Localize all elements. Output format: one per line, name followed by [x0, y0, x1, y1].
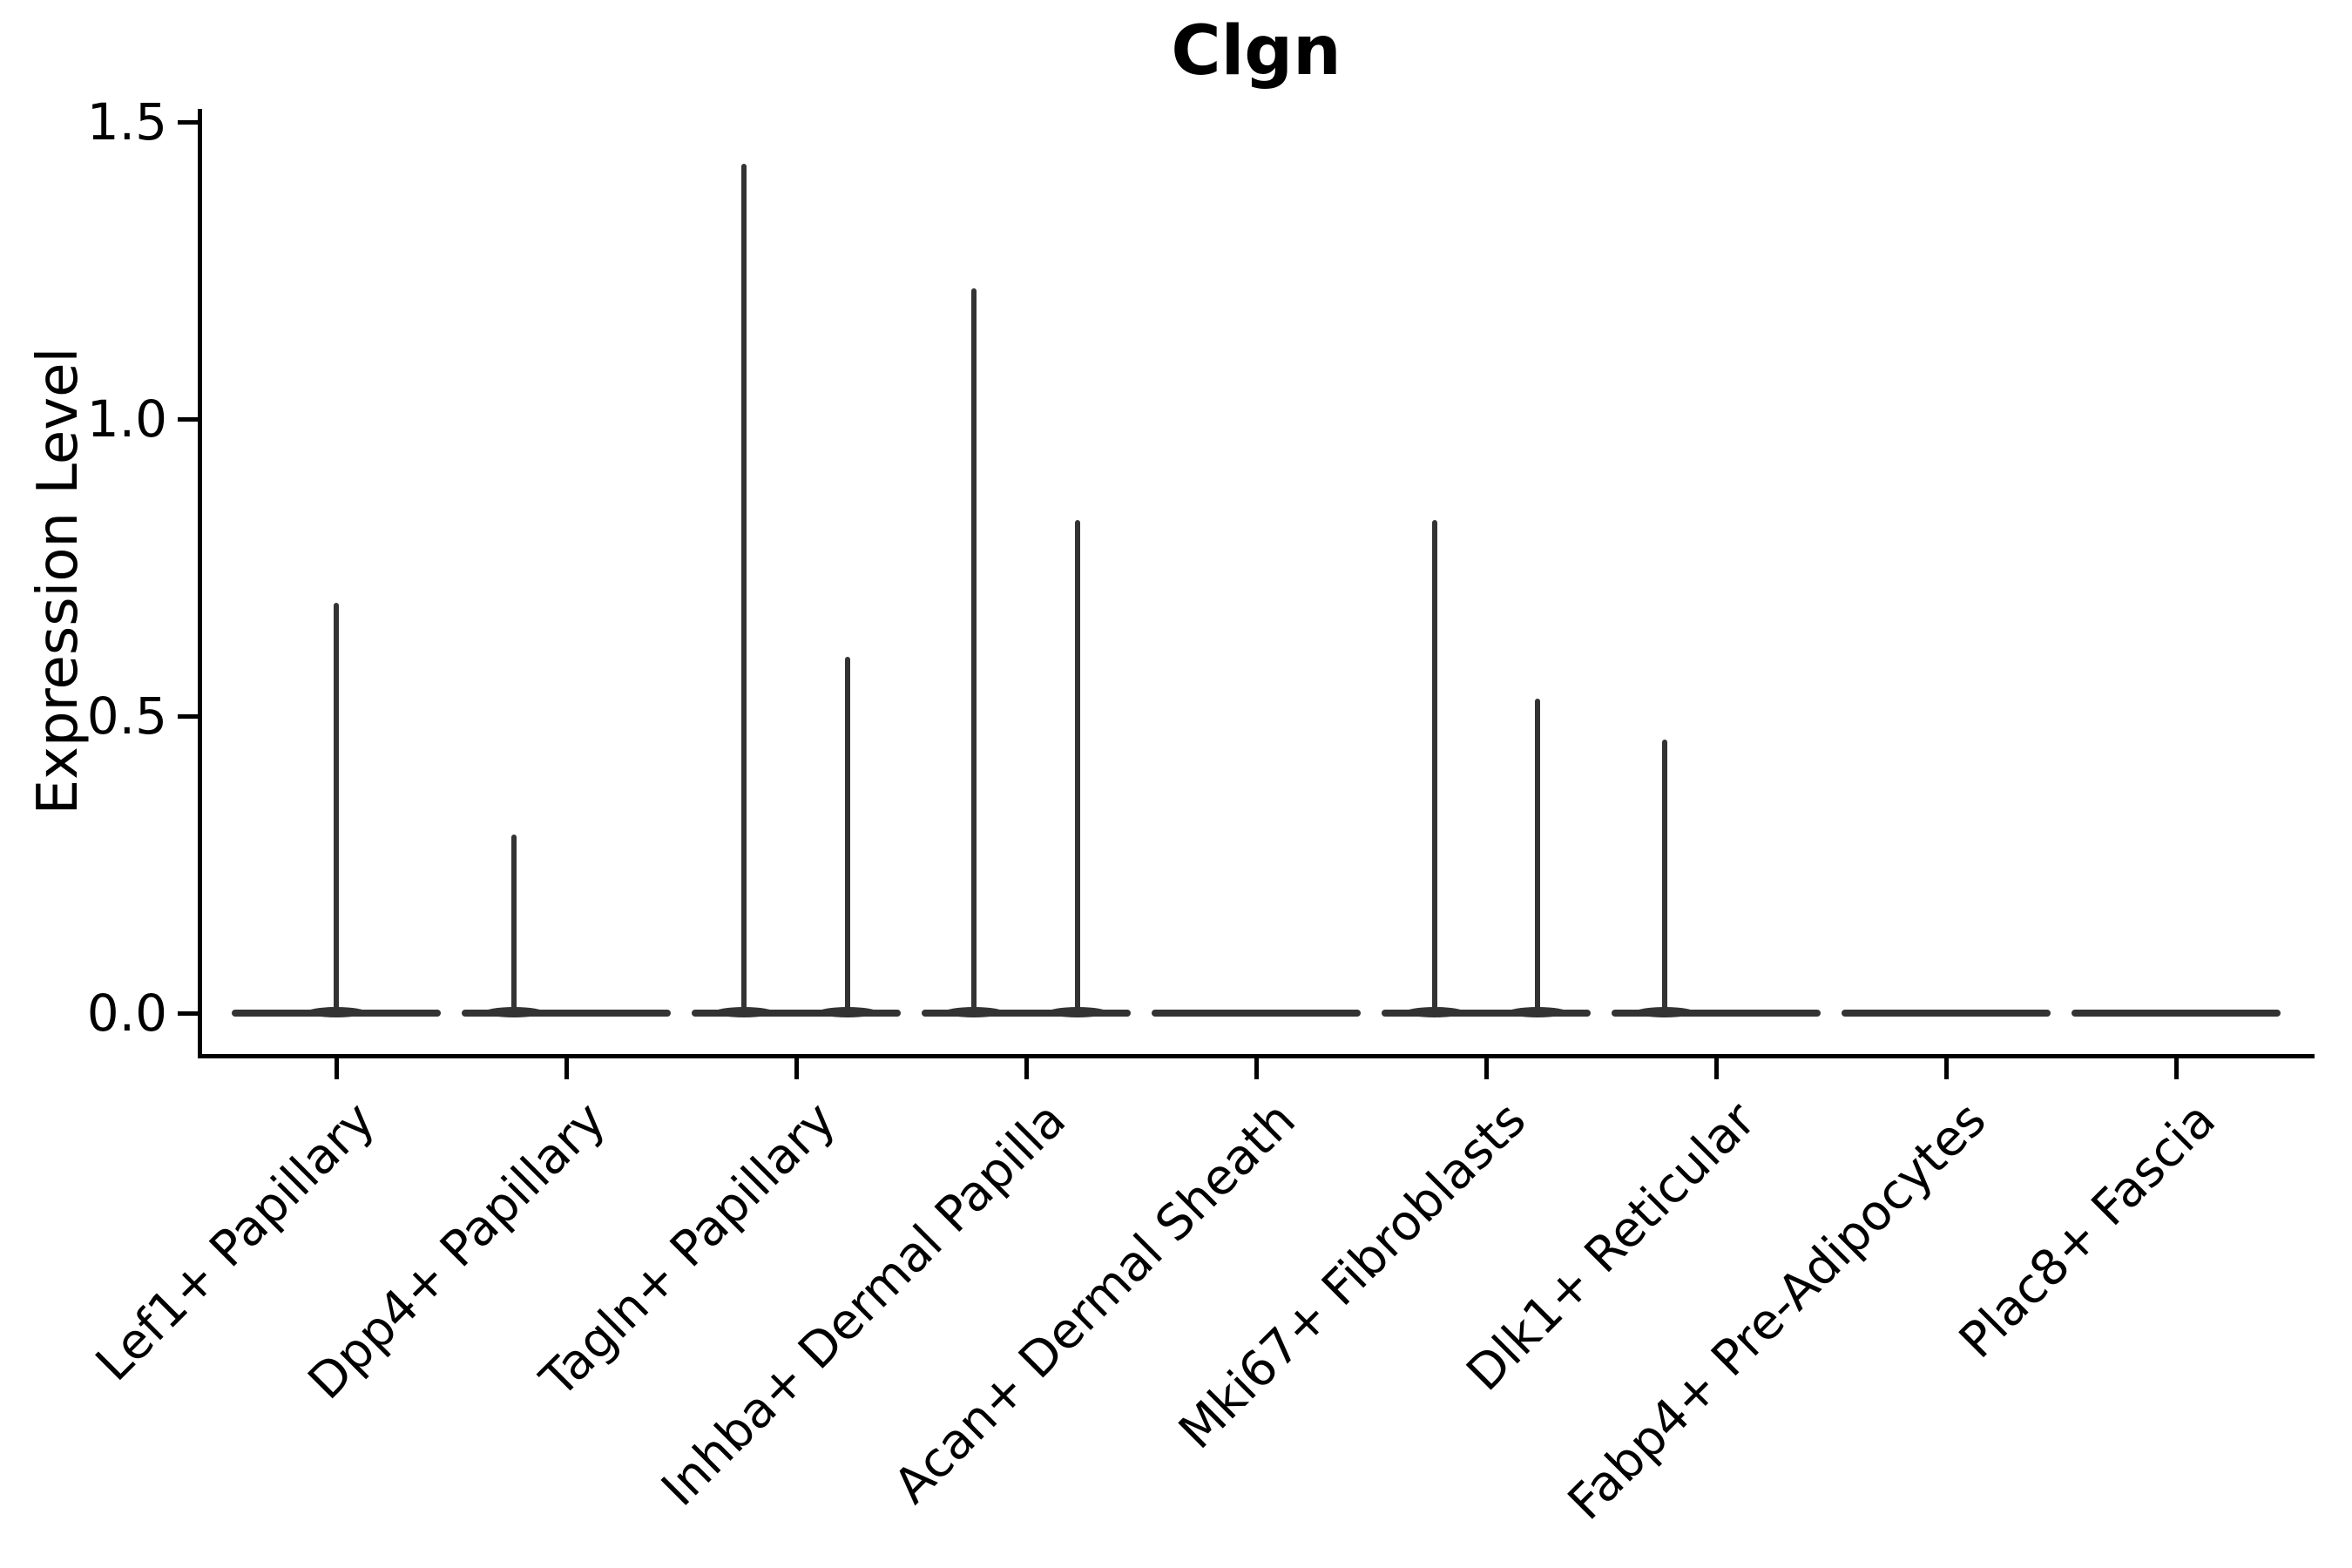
violin-baseline — [691, 1010, 901, 1017]
x-tick — [334, 1058, 339, 1079]
x-tick — [1254, 1058, 1259, 1079]
violin-baseline — [1382, 1010, 1591, 1017]
y-tick-label: 0.5 — [86, 686, 167, 746]
x-tick — [1484, 1058, 1489, 1079]
violin-base-hump — [714, 1007, 774, 1017]
violin-baseline — [461, 1010, 671, 1017]
violin-baseline — [1612, 1010, 1821, 1017]
chart-title: Clgn — [1171, 12, 1342, 91]
violin-spike — [1075, 519, 1081, 1017]
x-tick — [564, 1058, 569, 1079]
x-tick — [1024, 1058, 1029, 1079]
y-tick — [178, 714, 198, 719]
y-tick — [178, 417, 198, 422]
y-tick-label: 0.0 — [86, 983, 167, 1043]
violin-base-hump — [1404, 1007, 1464, 1017]
violin-spike — [1535, 698, 1541, 1017]
violin-baseline — [1151, 1010, 1361, 1017]
violin-base-hump — [944, 1007, 1004, 1017]
y-tick — [178, 120, 198, 125]
violin-spike — [1661, 740, 1667, 1017]
violin-spike — [845, 656, 851, 1017]
y-tick-label: 1.5 — [86, 92, 167, 152]
y-tick — [178, 1011, 198, 1016]
x-tick-label: Fabp4+ Pre-Adipocytes — [1557, 1092, 1997, 1531]
x-axis-spine — [198, 1054, 2315, 1058]
violin-base-hump — [1508, 1007, 1568, 1017]
x-tick-label: Inhba+ Dermal Papilla — [651, 1092, 1077, 1517]
violin-spike — [511, 835, 517, 1017]
violin-spike — [333, 603, 339, 1017]
violin-spike — [1431, 519, 1437, 1017]
violin-base-hump — [1048, 1007, 1108, 1017]
violin-baseline — [1842, 1010, 2051, 1017]
x-tick-label: Acan+ Dermal Sheath — [883, 1092, 1307, 1515]
violin-base-hump — [1634, 1007, 1694, 1017]
violin-base-hump — [818, 1007, 878, 1017]
violin-base-hump — [484, 1007, 544, 1017]
violin-base-hump — [306, 1007, 366, 1017]
y-tick-label: 1.0 — [86, 389, 167, 449]
violin-baseline — [2072, 1010, 2281, 1017]
y-axis-spine — [198, 109, 202, 1058]
x-tick — [1944, 1058, 1950, 1079]
violin-baseline — [921, 1010, 1131, 1017]
x-tick — [794, 1058, 799, 1079]
x-tick — [1714, 1058, 1720, 1079]
violin-spike — [741, 163, 747, 1017]
x-tick — [2174, 1058, 2180, 1079]
violin-spike — [971, 287, 977, 1017]
